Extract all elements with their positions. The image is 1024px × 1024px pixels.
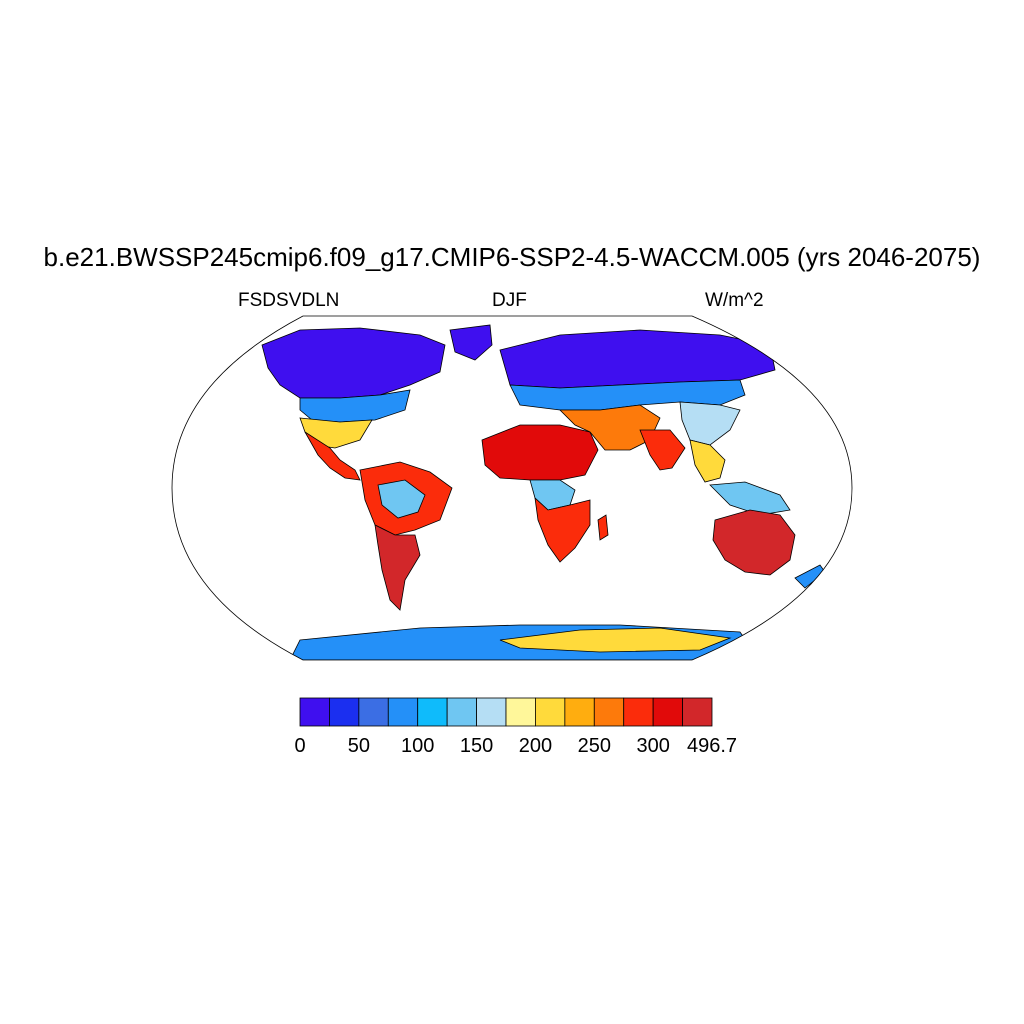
colorbar-swatch (387, 697, 419, 727)
colorbar-tick-label: 100 (401, 735, 434, 757)
colorbar-swatch (299, 697, 330, 727)
region-north-america-arctic (261, 327, 446, 399)
region-southeast-asia (689, 439, 726, 483)
region-middle-east (559, 404, 661, 451)
region-east-asia (679, 401, 741, 446)
region-mexico (304, 431, 361, 481)
region-madagascar (597, 514, 609, 541)
map-title: b.e21.BWSSP245cmip6.f09_g17.CMIP6-SSP2-4… (43, 242, 981, 272)
colorbar-tick-label: 300 (636, 735, 669, 757)
colorbar-tick-label: 150 (460, 735, 493, 757)
season-label: DJF (492, 290, 527, 311)
colorbar-swatch (417, 697, 448, 727)
colorbar-tick-label: 200 (519, 735, 552, 757)
region-greenland (449, 324, 493, 361)
colorbar-swatch (505, 697, 536, 727)
region-north-america-mid (299, 389, 411, 423)
colorbar-swatch (535, 697, 566, 727)
variable-label: FSDSVDLN (238, 290, 340, 311)
region-australia (712, 509, 796, 576)
region-india (639, 429, 686, 471)
colorbar-tick-label: 496.7 (687, 735, 737, 757)
colorbar-tick-label: 0 (294, 735, 305, 757)
colorbar-tick-label: 50 (348, 735, 370, 757)
globe-outline (171, 315, 853, 661)
region-antarctica-interior (499, 627, 732, 653)
region-north-africa (481, 424, 599, 481)
colorbar-swatch (593, 697, 625, 727)
colorbar-swatch (623, 697, 654, 727)
colorbar-swatch (446, 697, 477, 727)
region-southern-africa (534, 496, 591, 563)
colorbar-swatch (564, 697, 595, 727)
colorbar-swatch (329, 697, 360, 727)
colorbar-swatch (682, 697, 713, 727)
region-maritime-continent (709, 481, 791, 516)
region-south-america-south (374, 524, 421, 611)
region-amazon (377, 479, 426, 519)
colorbar-swatch (358, 697, 389, 727)
colorbar-swatch (476, 697, 507, 727)
units-label: W/m^2 (705, 290, 764, 311)
colorbar-swatch (652, 697, 683, 727)
colorbar-tick-label: 250 (578, 735, 611, 757)
